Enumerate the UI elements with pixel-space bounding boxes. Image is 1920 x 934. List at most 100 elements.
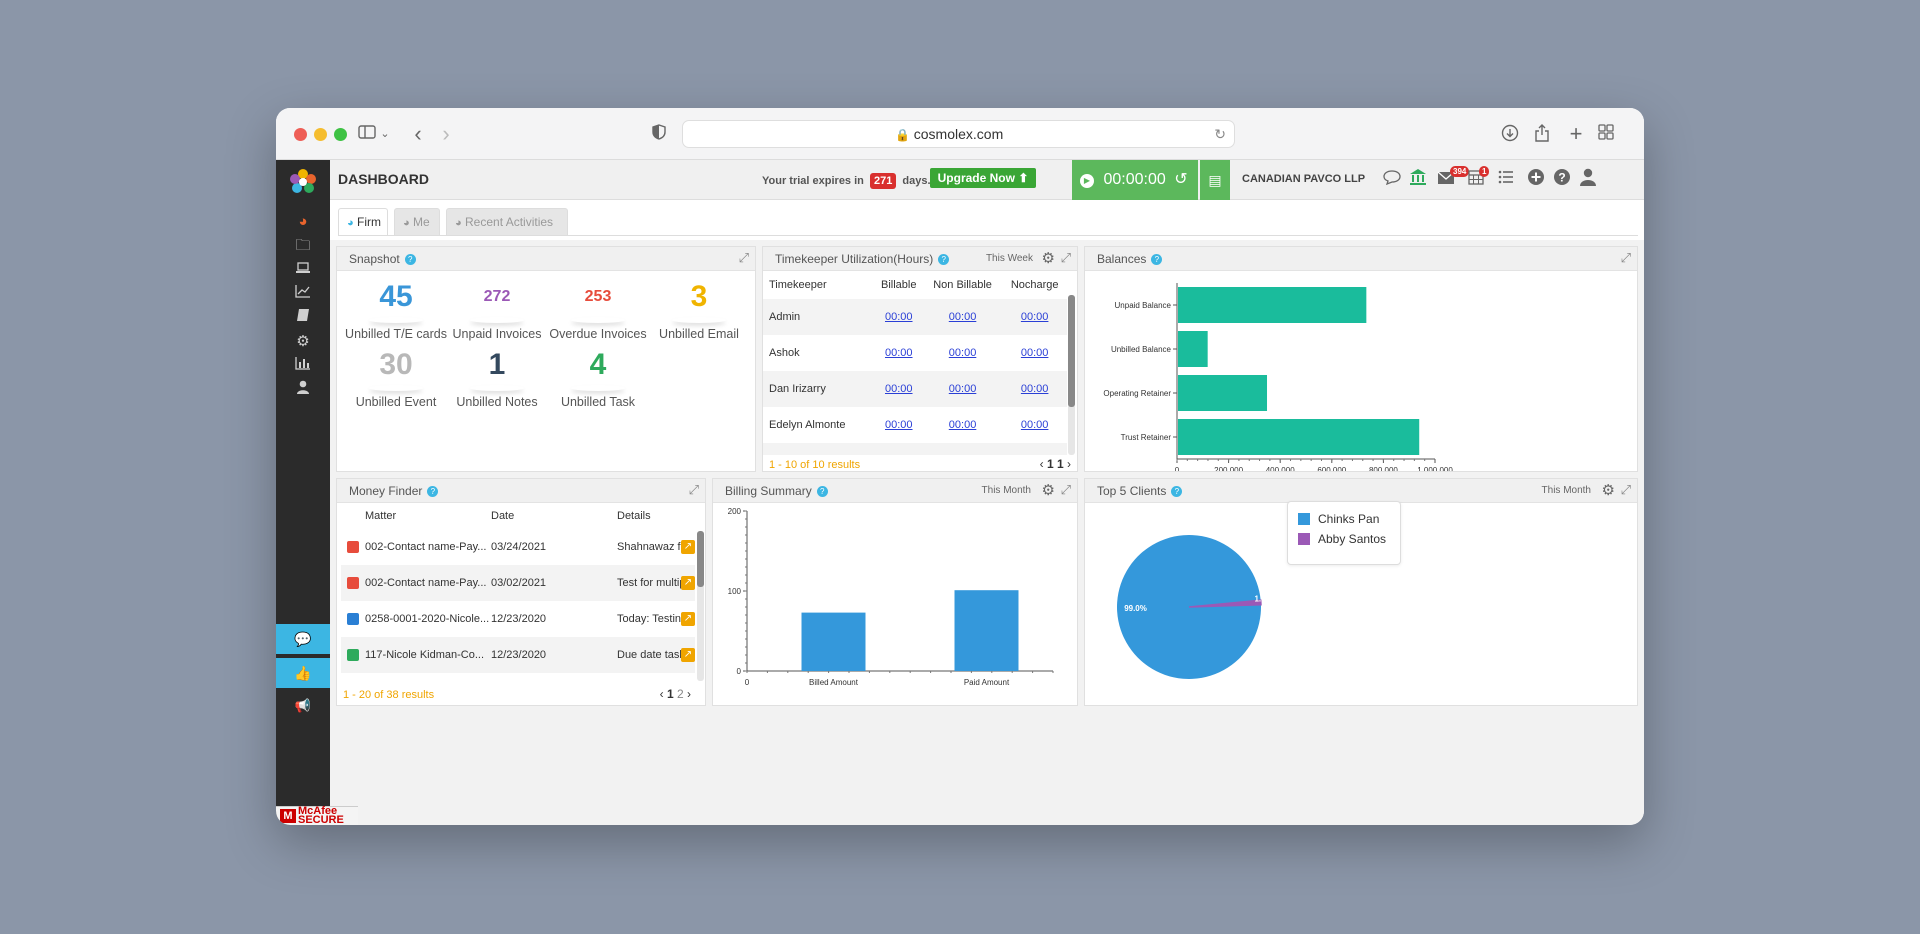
snapshot-value[interactable]: 272 [483,288,511,305]
prev-page-icon[interactable]: ‹ [1039,457,1044,471]
expand-icon[interactable]: ⤢ [738,250,749,265]
bar-chart-icon[interactable] [276,356,330,376]
billable-link[interactable]: 00:00 [884,311,913,323]
share-icon[interactable] [1532,124,1552,144]
open-link-icon[interactable]: ↗ [681,612,695,626]
billable-link[interactable]: 00:00 [884,419,913,431]
nocharge-link[interactable]: 00:00 [1020,419,1049,431]
tab-firm[interactable]: ◕ Firm [338,208,388,236]
gear-icon[interactable]: ⚙ [1041,482,1055,499]
back-icon[interactable]: ‹ [414,121,422,146]
legend-item[interactable]: Abby Santos [1298,532,1386,546]
timesheet-icon[interactable]: ▤ [1200,160,1230,200]
billing-bar[interactable] [801,612,866,671]
close-window-button[interactable] [294,128,307,141]
column-header[interactable]: Nocharge [1010,279,1059,291]
book-icon[interactable] [276,308,330,328]
open-link-icon[interactable]: ↗ [681,540,695,554]
open-link-icon[interactable]: ↗ [681,648,695,662]
user-icon[interactable] [276,380,330,400]
expand-icon[interactable]: ⤢ [1060,482,1071,497]
reload-icon[interactable]: ↻ [1214,126,1226,142]
address-bar[interactable]: 🔒 cosmolex.com ↻ [682,120,1235,148]
balance-bar[interactable] [1178,419,1420,455]
column-header[interactable]: Non Billable [933,279,992,291]
megaphone-icon[interactable]: 📢 [294,698,312,713]
cosmolex-logo[interactable] [289,168,317,196]
snapshot-tile[interactable]: 3 Unbilled Email [644,277,754,341]
table-row[interactable]: 117-Nicole Kidman-Co... 12/23/2020 Due dat… [341,637,695,673]
sidebar-toggle-icon[interactable] [356,124,378,144]
download-icon[interactable] [1500,124,1520,144]
snapshot-value[interactable]: 1 [488,348,506,381]
legend-item[interactable]: Chinks Pan [1298,512,1379,526]
new-tab-icon[interactable]: + [1569,121,1583,146]
gear-icon[interactable]: ⚙ [1601,482,1615,499]
help-icon[interactable]: ? [938,254,950,265]
open-link-icon[interactable]: ↗ [681,576,695,590]
billing-bar[interactable] [954,590,1019,671]
table-row[interactable]: 0201-0001-2020-Ticket...12/01/2020Daily … [341,673,695,683]
help-icon[interactable]: ? [404,254,416,265]
scrollbar-thumb[interactable] [1068,295,1075,407]
non-billable-link[interactable]: 00:00 [948,347,977,359]
snapshot-value[interactable]: 30 [379,348,413,381]
task-list-icon[interactable] [1494,168,1518,192]
chat-icon[interactable]: 💬 [276,624,330,654]
expand-icon[interactable]: ⤢ [1060,250,1071,265]
snapshot-tile[interactable]: 4 Unbilled Task [543,345,653,409]
shield-icon[interactable] [650,124,668,144]
chat-bubble-icon[interactable] [1380,168,1404,192]
balance-bar[interactable] [1178,287,1367,323]
reset-timer-icon[interactable]: ↺ [1174,171,1188,188]
column-header[interactable]: Billable [881,279,917,291]
period-label[interactable]: This Month [981,485,1031,496]
balance-bar[interactable] [1178,375,1268,411]
snapshot-tile[interactable]: 45 Unbilled T/E cards [341,277,451,341]
page-link[interactable]: 1 [666,687,674,701]
table-row[interactable]: 002-Contact name-Pay... 03/02/2021 Test fo… [341,565,695,601]
line-chart-icon[interactable] [276,284,330,304]
period-label[interactable]: This Week [985,253,1033,264]
snapshot-tile[interactable]: 272 Unpaid Invoices [442,277,552,341]
balance-bar[interactable] [1178,331,1208,367]
scrollbar[interactable] [1068,295,1075,455]
chevron-down-icon[interactable]: ⌄ [380,128,390,140]
snapshot-tile[interactable]: 1 Unbilled Notes [442,345,552,409]
snapshot-tile[interactable]: 30 Unbilled Event [341,345,451,409]
nocharge-link[interactable]: 00:00 [1020,383,1049,395]
prev-page-icon[interactable]: ‹ [659,687,664,701]
add-circle-icon[interactable] [1524,168,1548,192]
current-page[interactable]: 1 [1046,457,1054,471]
mcafee-secure-badge[interactable]: M McAfee SECURE [276,806,358,825]
non-billable-link[interactable]: 00:00 [948,311,977,323]
billable-link[interactable]: 00:00 [884,347,913,359]
dashboard-icon[interactable]: ◕ [298,213,308,230]
help-icon[interactable]: ? [1550,168,1574,192]
snapshot-value[interactable]: 4 [589,348,607,381]
period-label[interactable]: This Month [1541,485,1591,496]
table-row[interactable]: 002-Contact name-Pay... 03/24/2021 Shahnaw… [341,529,695,565]
snapshot-value[interactable]: 253 [584,288,612,305]
help-icon[interactable]: ? [1151,254,1163,265]
timer-widget[interactable]: ▶ 00:00:00 ↺ [1072,160,1198,200]
column-header[interactable]: Timekeeper [769,279,827,291]
expand-icon[interactable]: ⤢ [1620,482,1631,497]
snapshot-tile[interactable]: 253 Overdue Invoices [543,277,653,341]
expand-icon[interactable]: ⤢ [1620,250,1631,265]
tab-overview-icon[interactable] [1596,124,1616,144]
profile-icon[interactable] [1576,168,1600,192]
next-page-icon[interactable]: › [687,687,691,701]
column-header[interactable]: Date [491,510,515,522]
maximize-window-button[interactable] [334,128,347,141]
tab-recent-activities[interactable]: ◕ Recent Activities [446,208,568,236]
expand-icon[interactable]: ⤢ [688,482,699,497]
scrollbar-thumb[interactable] [697,531,704,587]
pie-slice[interactable] [1188,599,1262,608]
forward-icon[interactable]: › [442,121,450,146]
non-billable-link[interactable]: 00:00 [948,419,977,431]
column-header[interactable]: Details [617,510,651,522]
nocharge-link[interactable]: 00:00 [1020,347,1049,359]
next-page-icon[interactable]: › [1067,457,1071,471]
snapshot-value[interactable]: 45 [379,280,413,313]
